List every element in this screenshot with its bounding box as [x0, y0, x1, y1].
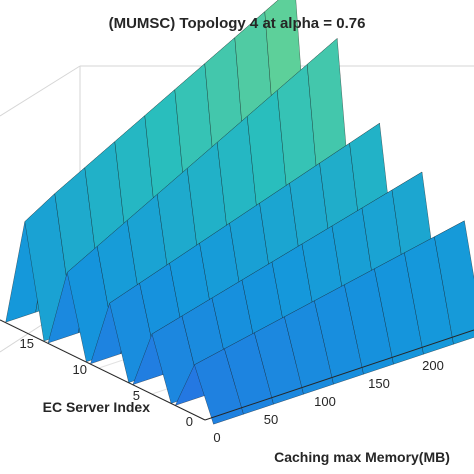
axis-lines	[0, 319, 474, 421]
y-axis-label: EC Server Index	[43, 399, 151, 415]
chart-title: (MUMSC) Topology 4 at alpha = 0.76	[109, 15, 366, 32]
x-tick-label-0: 0	[213, 430, 220, 445]
x-tick-label-1: 50	[264, 412, 278, 427]
left-wall-edge	[0, 65, 81, 117]
x-tick-label-3: 150	[368, 376, 390, 391]
x-tick-label-2: 100	[314, 394, 336, 409]
x-axis-label: Caching max Memory(MB)	[274, 449, 450, 465]
y-tick-label-1: 5	[133, 388, 140, 403]
surface-patch-4-1-8	[434, 220, 474, 345]
y-tick-label-2: 10	[73, 362, 87, 377]
x-tick-label-4: 200	[422, 358, 444, 373]
y-tick-label-0: 0	[186, 414, 193, 429]
y-tick-label-3: 15	[20, 336, 34, 351]
y-axis-line	[0, 319, 206, 421]
x-axis-line	[204, 329, 474, 421]
surface-plot	[5, 0, 474, 425]
tick-labels: 0 50 100 150 200 0 5 10 15	[20, 336, 444, 445]
